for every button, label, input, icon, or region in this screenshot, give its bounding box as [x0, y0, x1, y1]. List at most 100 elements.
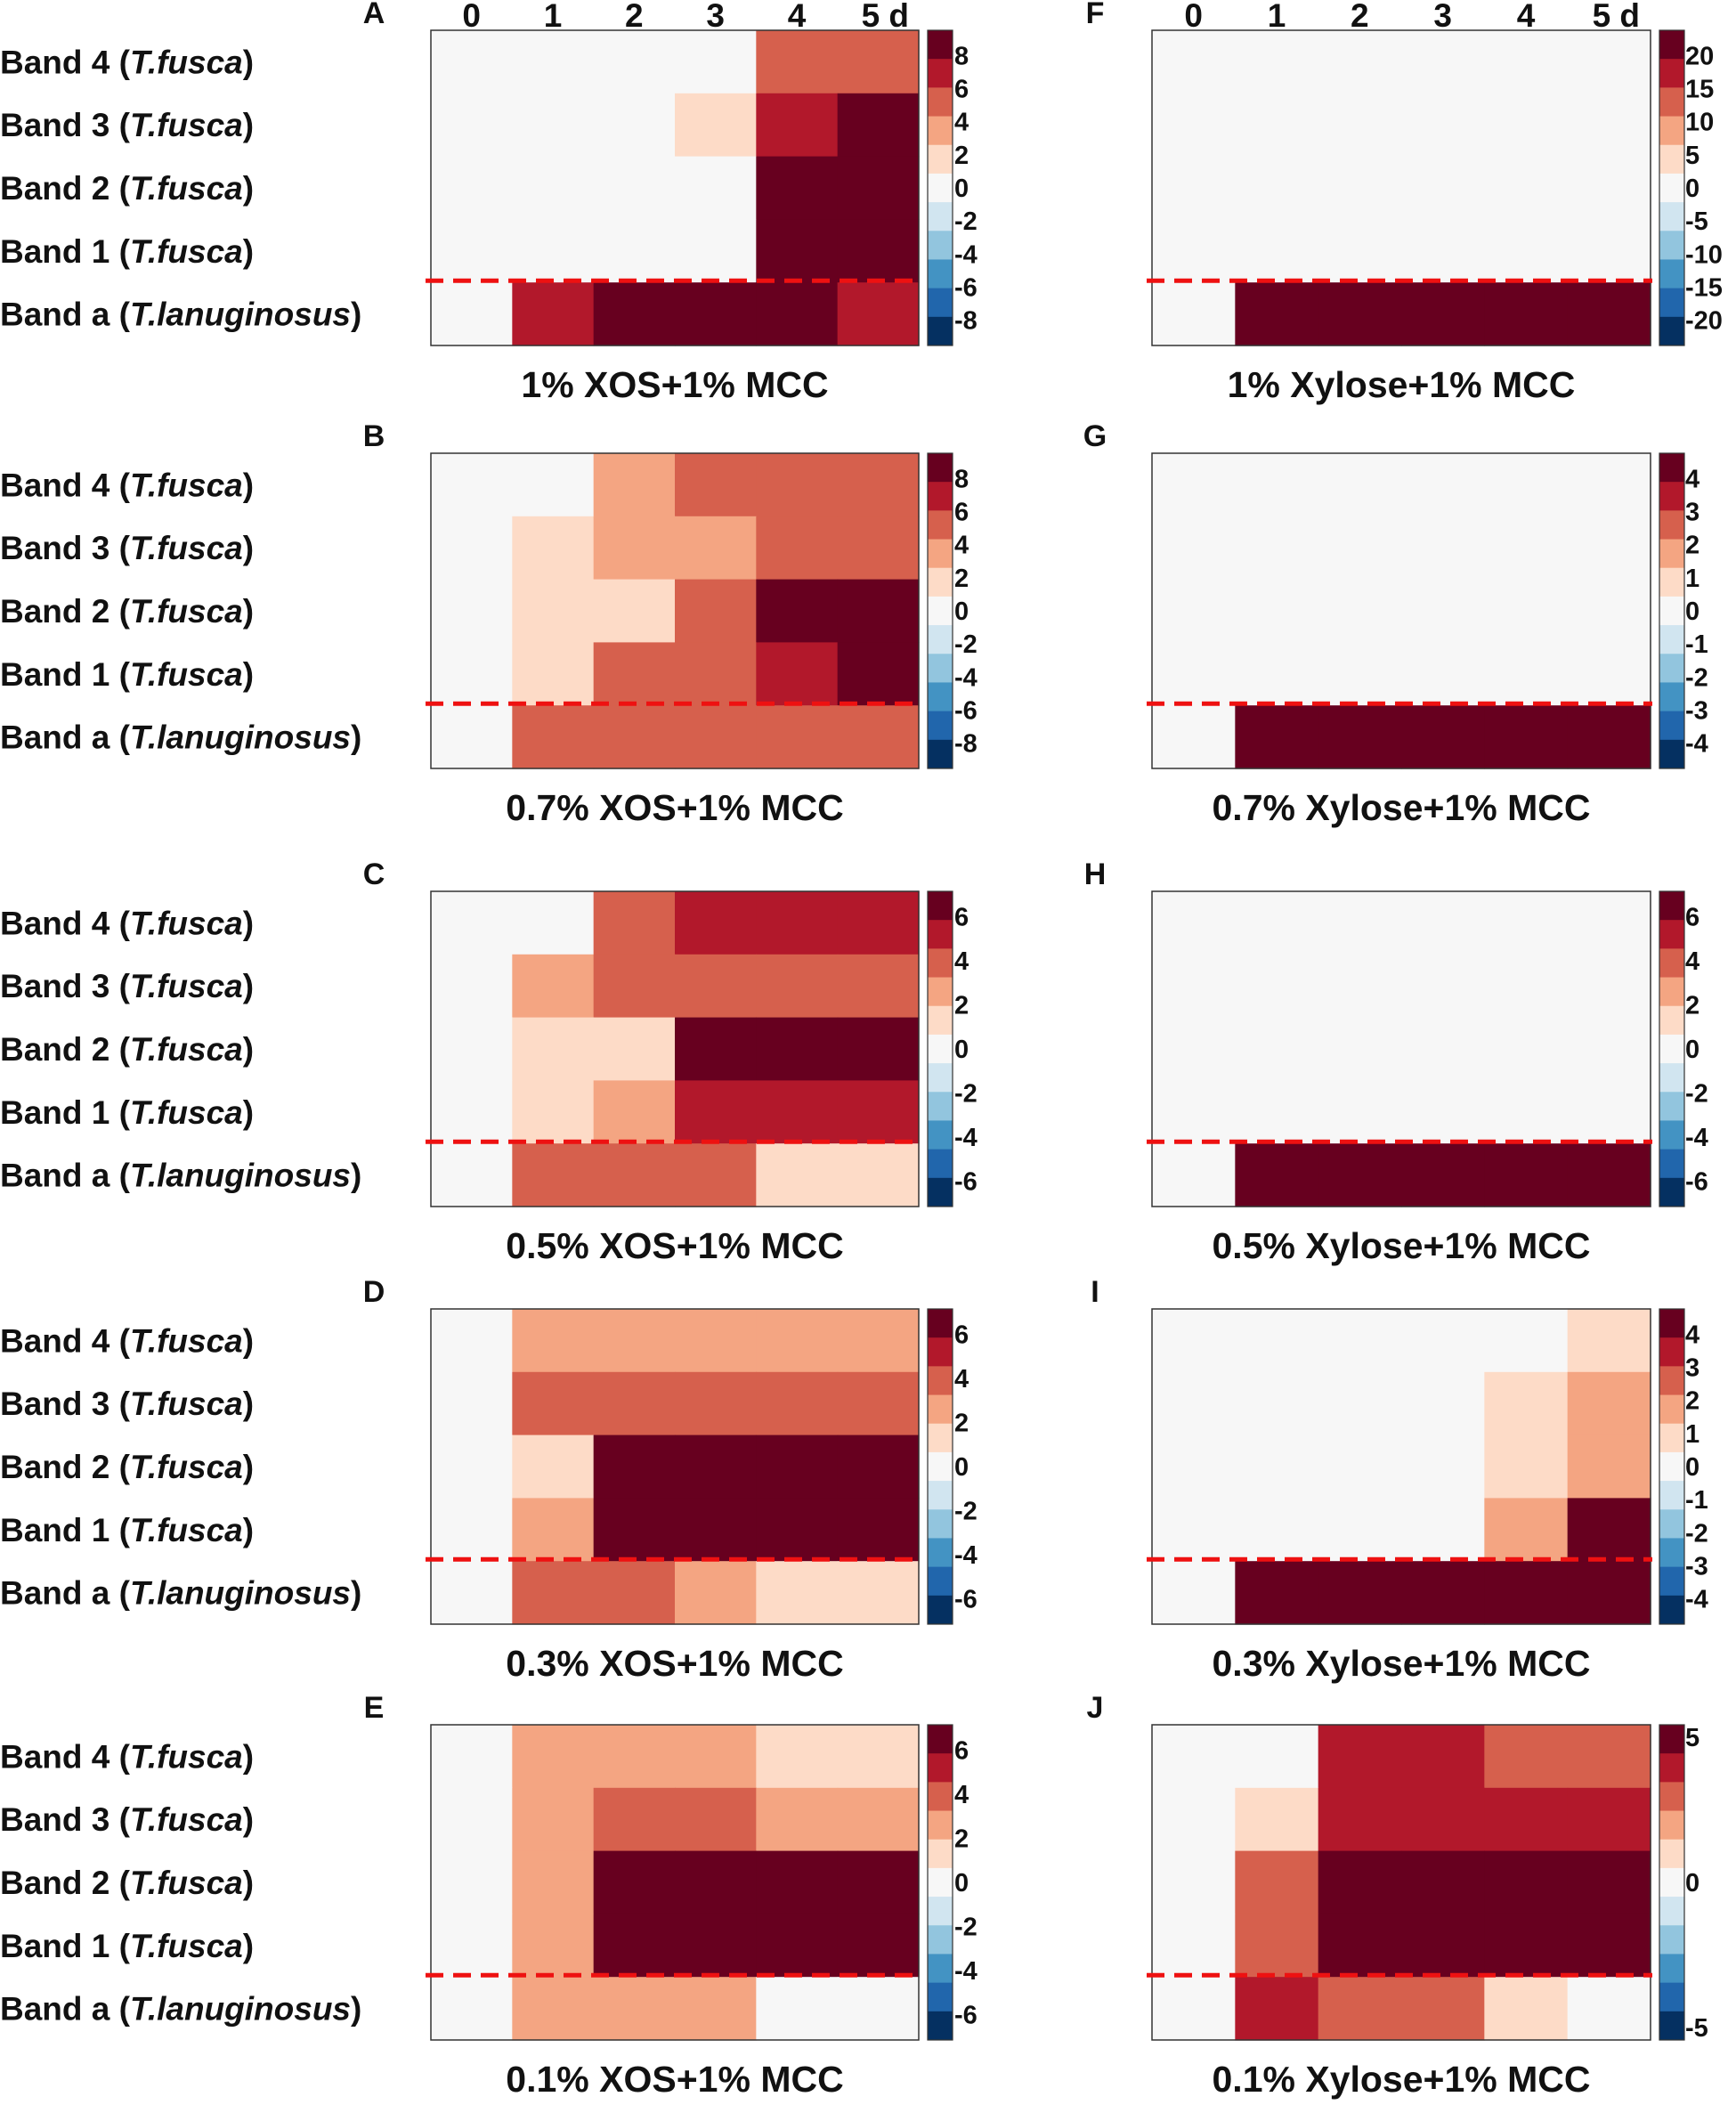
colorbar-step [928, 1982, 953, 2012]
heatmap-cell [1235, 1498, 1319, 1562]
heatmap-frame [430, 890, 920, 1207]
heatmap-cell [593, 1080, 676, 1144]
band-label: Band 3 (T.fusca) [0, 1386, 254, 1422]
heatmap-cell [1484, 453, 1569, 517]
heatmap-cell [1318, 453, 1402, 517]
heatmap-cell [756, 1787, 839, 1852]
heatmap-cell [1401, 30, 1485, 94]
colorbar-tick-label: 1 [1685, 1420, 1699, 1449]
panel-letter: E [364, 1691, 385, 1725]
heatmap-cell [512, 282, 595, 346]
colorbar-step [928, 977, 953, 1007]
colorbar-step [928, 711, 953, 741]
heatmap-cell [431, 93, 513, 158]
heatmap-cell [1567, 642, 1651, 706]
heatmap-cell [1235, 1561, 1319, 1625]
panel-letter: D [363, 1275, 385, 1309]
heatmap-cell [1318, 1498, 1402, 1562]
colorbar-step [1659, 1867, 1684, 1898]
colorbar-step [1659, 1753, 1684, 1783]
heatmap-cell [756, 1434, 839, 1499]
heatmap-cell [1235, 156, 1319, 220]
panel-letter: G [1083, 419, 1107, 453]
colorbar-step [928, 316, 953, 346]
band-label: Band 1 (T.fusca) [0, 656, 254, 693]
heatmap-cell [837, 1309, 920, 1373]
heatmap-cell [1401, 219, 1485, 283]
colorbar-step [1659, 259, 1684, 289]
heatmap-cell [512, 1914, 595, 1978]
heatmap-cell [1567, 1725, 1651, 1789]
colorbar-step [1659, 1063, 1684, 1093]
heatmap-cell [1484, 1850, 1569, 1914]
heatmap-cell [512, 1498, 595, 1562]
colorbar-step [1659, 539, 1684, 569]
colorbar-tick-label: 4 [1685, 1321, 1699, 1349]
band-label: Band 4 (T.fusca) [0, 44, 254, 80]
colorbar-tick-label: 5 [1685, 1724, 1699, 1752]
heatmap-cell [837, 705, 920, 769]
colorbar-tick-label: -6 [954, 1168, 978, 1197]
colorbar-step [928, 596, 953, 626]
heatmap-cell [512, 891, 595, 955]
heatmap-cell [512, 516, 595, 581]
heatmap-cell [1318, 1309, 1402, 1373]
heatmap-cell [1152, 642, 1236, 706]
heatmap-cell [1484, 219, 1569, 283]
heatmap-cell [1484, 1017, 1569, 1081]
day-label: 1 [1268, 0, 1286, 34]
heatmap-cell [1567, 1080, 1651, 1144]
colorbar-step [928, 1120, 953, 1150]
heatmap-cell [675, 453, 757, 517]
heatmap-cell [1401, 1561, 1485, 1625]
colorbar-step [928, 144, 953, 175]
colorbar-tick-label: 6 [954, 1321, 969, 1349]
heatmap-cell [431, 1371, 513, 1436]
colorbar-step [1659, 1566, 1684, 1597]
heatmap-cell [1235, 1434, 1319, 1499]
condition-label: 0.7% Xylose+1% MCC [1213, 787, 1591, 828]
heatmap-cell [1401, 1787, 1485, 1852]
heatmap-cell [1235, 453, 1319, 517]
colorbar-step [1659, 920, 1684, 949]
heatmap-cell [837, 1725, 920, 1789]
heatmap-cell [1152, 1787, 1236, 1852]
heatmap-cell [512, 453, 595, 517]
heatmap-cell [756, 1561, 839, 1625]
heatmap-cell [1567, 219, 1651, 283]
colorbar-tick-label: -4 [954, 1541, 978, 1570]
colorbar-step [928, 173, 953, 203]
heatmap-frame [1151, 1724, 1651, 2041]
heatmap-cell [837, 579, 920, 643]
heatmap-cell [1235, 30, 1319, 94]
colorbar-tick-label: 5 [1685, 142, 1699, 170]
heatmap-frame [1151, 1308, 1651, 1625]
colorbar-step [928, 30, 953, 60]
colorbar-tick-label: -8 [954, 730, 978, 759]
colorbar-frame [1659, 1724, 1685, 2041]
heatmap-cell [1318, 579, 1402, 643]
heatmap-cell [431, 642, 513, 706]
colorbar-step [928, 1063, 953, 1093]
colorbar-frame [1659, 452, 1685, 769]
colorbar-tick-label: -3 [1685, 1553, 1708, 1581]
heatmap-cell [1318, 516, 1402, 581]
colorbar-step [928, 682, 953, 712]
colorbar-step [928, 891, 953, 921]
heatmap-cell [1152, 1498, 1236, 1562]
heatmap-cell [1567, 891, 1651, 955]
colorbar-step [928, 1481, 953, 1510]
colorbar-step [928, 510, 953, 540]
colorbar-tick-label: -4 [954, 240, 978, 269]
heatmap-frame [430, 452, 920, 769]
heatmap-cell [1318, 1787, 1402, 1852]
heatmap-cell [431, 1309, 513, 1373]
heatmap-cell [1484, 282, 1569, 346]
heatmap-cell [1318, 1850, 1402, 1914]
colorbar-step [928, 116, 953, 146]
colorbar-tick-label: -4 [954, 663, 978, 692]
heatmap-cell [1484, 516, 1569, 581]
heatmap-cell [1318, 1017, 1402, 1081]
heatmap-cell [431, 1787, 513, 1852]
